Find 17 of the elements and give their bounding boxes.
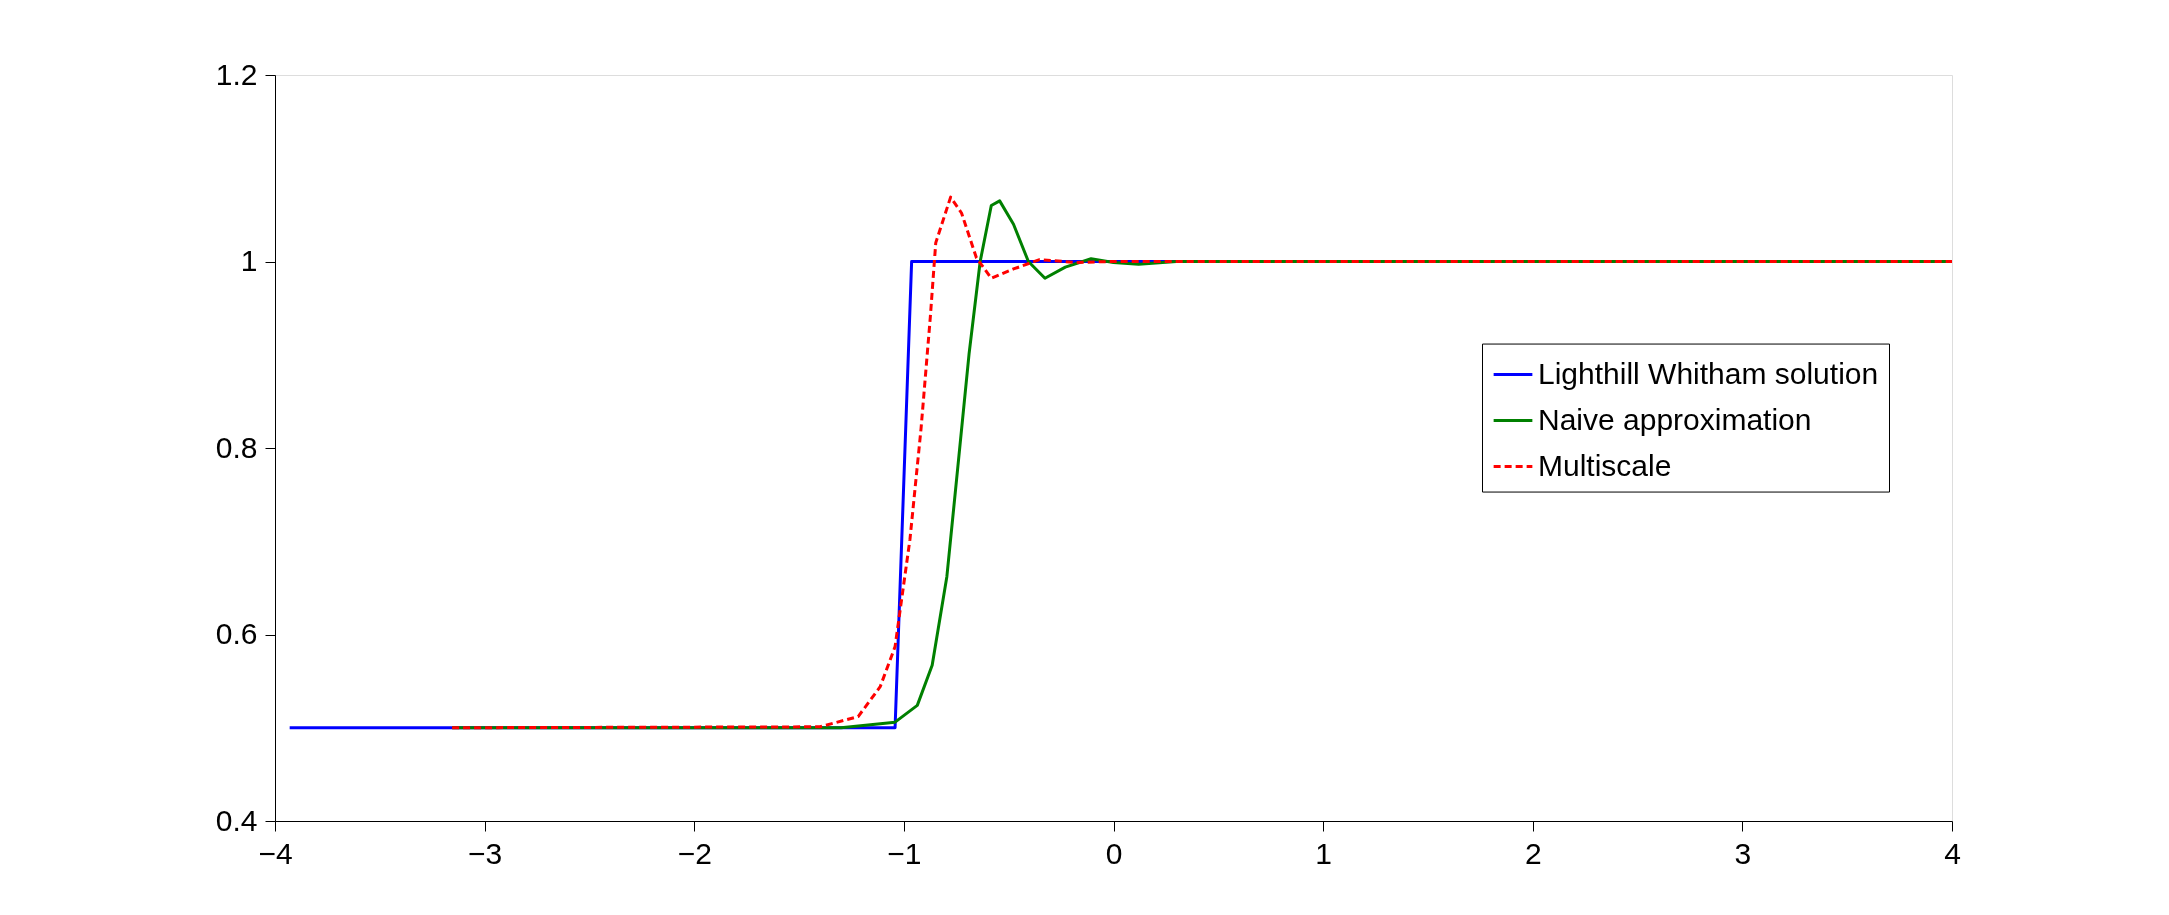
x-tick-label: −1 bbox=[887, 836, 922, 870]
y-tick-label: 1.2 bbox=[215, 57, 258, 91]
legend-label: Multiscale bbox=[1538, 448, 1672, 482]
x-tick-label: 2 bbox=[1524, 836, 1542, 870]
legend-label: Lighthill Whitham solution bbox=[1538, 356, 1879, 390]
y-tick-label: 0.8 bbox=[215, 430, 258, 464]
y-tick-label: 1 bbox=[240, 244, 258, 277]
x-tick-label: −2 bbox=[677, 836, 712, 870]
legend-label: Naive approximation bbox=[1538, 402, 1812, 436]
y-tick-label: 0.4 bbox=[215, 803, 258, 837]
x-tick-label: 0 bbox=[1105, 836, 1123, 870]
x-tick-label: 3 bbox=[1734, 836, 1752, 870]
y-tick-label: 0.6 bbox=[215, 617, 258, 650]
x-tick-label: −4 bbox=[258, 836, 293, 870]
x-tick-label: −3 bbox=[468, 836, 503, 870]
x-tick-label: 1 bbox=[1315, 836, 1332, 870]
x-tick-label: 4 bbox=[1944, 836, 1961, 870]
